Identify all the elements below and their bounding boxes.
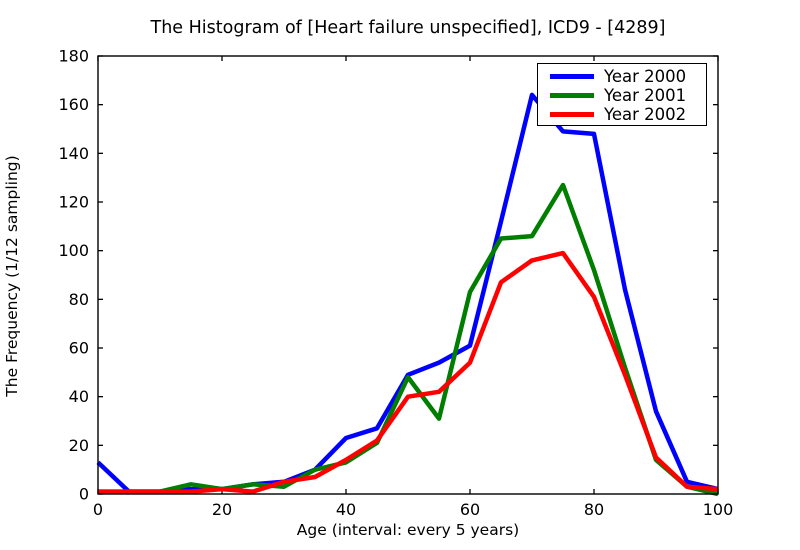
legend-label: Year 2000 — [604, 67, 687, 86]
legend: Year 2000 Year 2001 Year 2002 — [537, 63, 707, 126]
x-axis-label: Age (interval: every 5 years) — [296, 521, 520, 539]
y-tick-label: 180 — [58, 47, 89, 66]
series-line-year-2001 — [98, 182, 719, 497]
legend-line-swatch — [550, 74, 594, 79]
legend-label: Year 2001 — [604, 86, 687, 105]
y-tick-label: 100 — [58, 241, 89, 260]
series-line-year-2002 — [98, 250, 719, 494]
legend-item: Year 2002 — [544, 105, 700, 124]
y-tick-label: 80 — [69, 290, 89, 309]
x-tick-label: 60 — [460, 500, 480, 519]
legend-label: Year 2002 — [604, 105, 687, 124]
legend-line-swatch — [550, 112, 594, 117]
x-tick-label: 80 — [584, 500, 604, 519]
legend-item: Year 2000 — [544, 67, 700, 86]
legend-line-swatch — [550, 93, 594, 98]
y-tick-label: 0 — [79, 485, 89, 504]
chart-title: The Histogram of [Heart failure unspecif… — [150, 18, 666, 38]
y-axis-label: The Frequency (1/12 sampling) — [3, 155, 21, 397]
y-tick-label: 120 — [58, 193, 89, 212]
y-tick-label: 40 — [69, 387, 89, 406]
x-tick-label: 100 — [703, 500, 734, 519]
y-tick-label: 20 — [69, 436, 89, 455]
y-tick-label: 160 — [58, 95, 89, 114]
x-tick-label: 20 — [212, 500, 232, 519]
axes-frame — [97, 55, 719, 495]
series-line-year-2000 — [96, 92, 719, 494]
x-tick-label: 0 — [93, 500, 103, 519]
y-tick-label: 140 — [58, 144, 89, 163]
y-tick-label: 60 — [69, 339, 89, 358]
legend-item: Year 2001 — [544, 86, 700, 105]
x-tick-label: 40 — [336, 500, 356, 519]
